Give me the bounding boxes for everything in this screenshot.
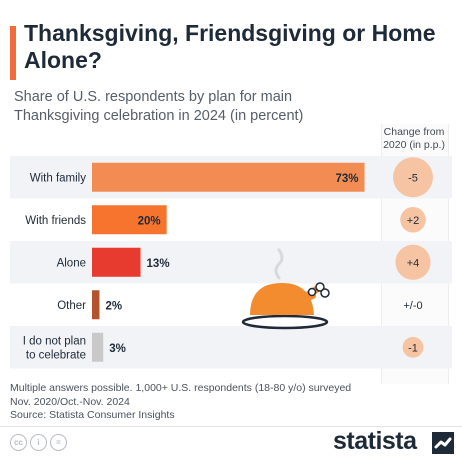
bar: [92, 332, 104, 362]
data-label: 73%: [336, 173, 359, 185]
bar: [92, 162, 365, 192]
category-label: I do not plan to celebrate: [23, 335, 86, 361]
footnote-note: Multiple answers possible. 1,000+ U.S. r…: [10, 382, 352, 408]
row-background: [10, 241, 452, 284]
bars: With family 73% -5 With friends 20% +2 Alone 13…: [23, 157, 433, 362]
title-accent-bar: [10, 26, 16, 80]
license-icons[interactable]: cc i =: [10, 434, 67, 451]
statista-logo-text[interactable]: statista: [333, 427, 417, 455]
category-label: Alone: [57, 257, 86, 269]
bar: [92, 247, 141, 277]
cc-icon[interactable]: cc: [10, 434, 27, 451]
chart-subtitle: Share of U.S. respondents by plan for ma…: [14, 89, 304, 124]
equals-icon[interactable]: =: [50, 434, 67, 451]
change-circle: [395, 244, 431, 280]
category-label: With friends: [25, 215, 86, 227]
footer-divider: [0, 426, 462, 427]
change-label: -1: [408, 342, 418, 354]
change-circle: [400, 206, 426, 233]
change-circle: [393, 157, 433, 198]
data-label: 3%: [109, 343, 126, 355]
chart-title: Thanksgiving, Friendsgiving or Home Alon…: [24, 20, 436, 73]
category-label: With family: [30, 172, 86, 184]
change-circle: [402, 336, 424, 358]
bar: [92, 290, 100, 320]
change-label: -5: [408, 172, 418, 184]
person-icon[interactable]: i: [30, 434, 47, 451]
source-note: Source: Statista Consumer Insights: [10, 409, 175, 421]
bar: [92, 205, 167, 235]
category-label: Other: [57, 300, 86, 312]
data-label: 13%: [147, 258, 170, 270]
roast-turkey-icon: [241, 248, 330, 330]
change-label: +/-0: [403, 300, 422, 312]
statista-logo-icon[interactable]: [432, 432, 454, 454]
data-label: 2%: [105, 300, 122, 312]
data-label: 20%: [138, 215, 161, 227]
change-column-header: Change from 2020 (in p.p.): [383, 126, 445, 151]
row-background: [10, 326, 452, 369]
change-label: +2: [407, 215, 420, 227]
footnote: Multiple answers possible. 1,000+ U.S. r…: [10, 382, 370, 423]
change-label: +4: [407, 257, 420, 269]
